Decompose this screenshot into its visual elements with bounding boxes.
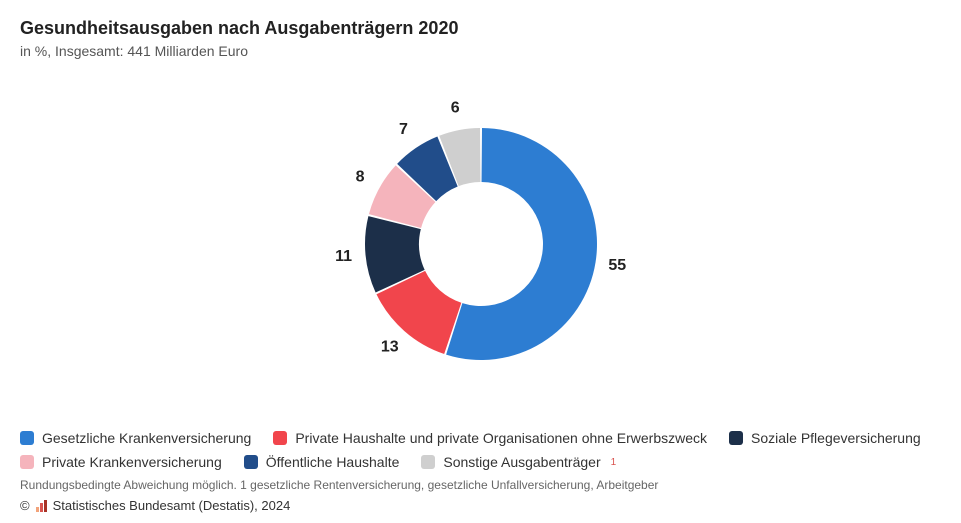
copyright-prefix: © — [20, 498, 30, 513]
legend-swatch — [421, 455, 435, 469]
chart-title: Gesundheitsausgaben nach Ausgabenträgern… — [20, 18, 941, 39]
legend-label: Gesetzliche Krankenversicherung — [42, 430, 251, 446]
logo-icon — [36, 500, 47, 512]
donut-chart: 55 13 11 8 7 6 — [271, 94, 691, 394]
slice-value-label: 55 — [608, 256, 626, 273]
legend: Gesetzliche Krankenversicherung Private H… — [20, 430, 941, 470]
legend-item: Gesetzliche Krankenversicherung — [20, 430, 251, 446]
legend-label: Soziale Pflegeversicherung — [751, 430, 921, 446]
legend-label: Sonstige Ausgabenträger — [443, 454, 600, 470]
legend-swatch — [244, 455, 258, 469]
slice-value-label: 8 — [355, 168, 364, 185]
legend-swatch — [729, 431, 743, 445]
slice-value-label: 7 — [398, 121, 407, 138]
legend-swatch — [20, 455, 34, 469]
legend-label: Private Krankenversicherung — [42, 454, 222, 470]
legend-label: Öffentliche Haushalte — [266, 454, 400, 470]
slice-value-label: 6 — [450, 99, 459, 116]
legend-item: Private Krankenversicherung — [20, 454, 222, 470]
legend-item: Öffentliche Haushalte — [244, 454, 400, 470]
legend-footnote-marker: 1 — [611, 457, 617, 468]
legend-item: Soziale Pflegeversicherung — [729, 430, 921, 446]
legend-item: Private Haushalte und private Organisati… — [273, 430, 707, 446]
copyright: © Statistisches Bundesamt (Destatis), 20… — [20, 498, 941, 513]
copyright-text: Statistisches Bundesamt (Destatis), 2024 — [53, 498, 291, 513]
chart-area: 55 13 11 8 7 6 — [20, 63, 941, 424]
footnote-text: Rundungsbedingte Abweichung möglich. 1 g… — [20, 478, 941, 492]
slice-value-label: 11 — [335, 248, 352, 265]
chart-subtitle: in %, Insgesamt: 441 Milliarden Euro — [20, 43, 941, 59]
slice-value-label: 13 — [380, 338, 398, 355]
legend-swatch — [273, 431, 287, 445]
legend-item: Sonstige Ausgabenträger 1 — [421, 454, 616, 470]
legend-label: Private Haushalte und private Organisati… — [295, 430, 707, 446]
legend-swatch — [20, 431, 34, 445]
